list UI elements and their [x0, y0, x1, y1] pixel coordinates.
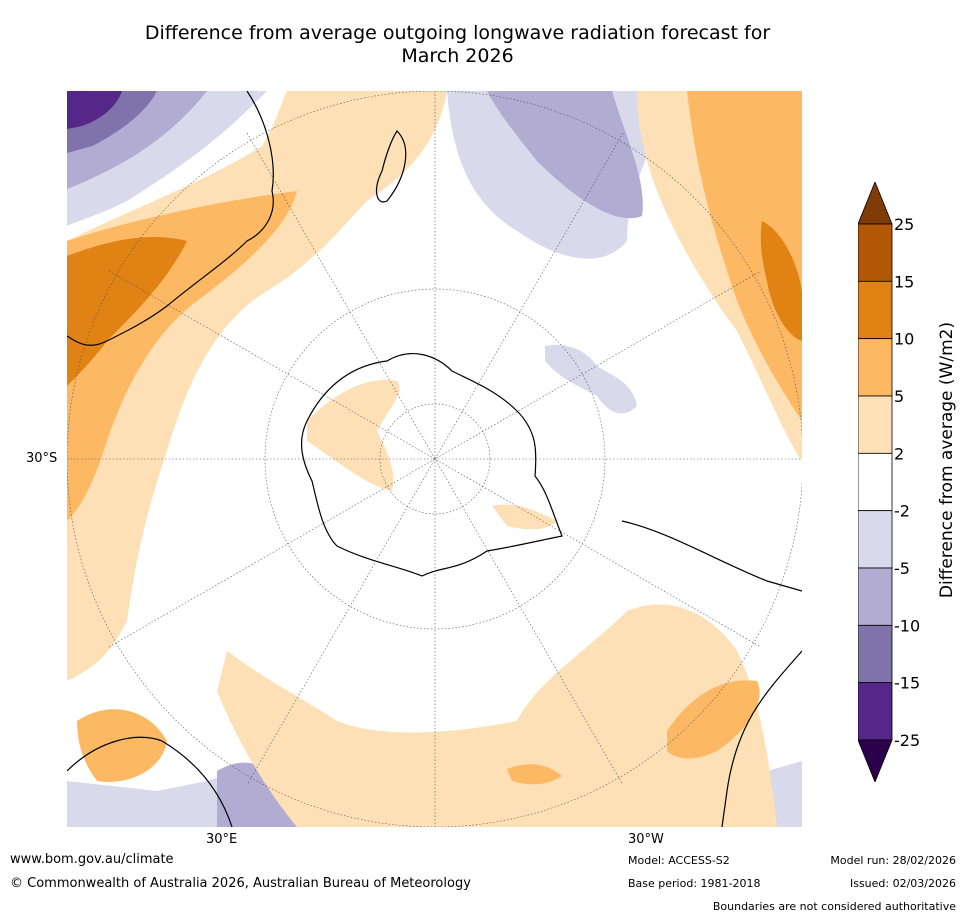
colorbar-band	[858, 682, 893, 741]
footer-disclaimer: Boundaries are not considered authoritat…	[712, 900, 956, 913]
colorbar-band	[858, 567, 893, 626]
colorbar-tick-label: 5	[894, 387, 904, 406]
colorbar-band	[858, 510, 893, 569]
footer-url: www.bom.gov.au/climate	[10, 852, 174, 867]
continent-outlines	[67, 91, 802, 827]
graticule	[67, 91, 802, 827]
orange-region-dark-right	[760, 221, 802, 341]
lon-label-30e: 30°E	[206, 832, 238, 847]
footer-model: Model: ACCESS-S2	[628, 854, 730, 867]
orange-region-mid-bottom-center	[507, 764, 562, 785]
orange-region-mid-right	[687, 91, 802, 421]
colorbar-band	[858, 395, 893, 454]
footer-base-period: Base period: 1981-2018	[628, 877, 761, 890]
colorbar-band	[858, 452, 893, 512]
colorbar-tick-label: -15	[894, 674, 920, 693]
south-america-coastline	[621, 520, 802, 827]
footer-issued: Issued: 02/03/2026	[849, 877, 956, 890]
map-title: Difference from average outgoing longwav…	[60, 22, 855, 68]
antarctica-outline	[301, 352, 563, 577]
colorbar-tick-label: 2	[894, 444, 904, 463]
purple-region-center-right	[545, 344, 637, 414]
colorbar-bottom-triangle	[858, 739, 893, 782]
lat-label-30s: 30°S	[26, 451, 58, 466]
colorbar-band	[858, 338, 893, 397]
australia-coastline	[67, 736, 233, 827]
colorbar-top-triangle	[858, 182, 893, 225]
footer-copyright: © Commonwealth of Australia 2026, Austra…	[10, 876, 471, 891]
madagascar-coastline	[375, 130, 407, 203]
colorbar-tick-label: -2	[894, 502, 910, 521]
africa-coastline	[67, 91, 274, 346]
colorbar-band	[858, 280, 893, 340]
colorbar-bands	[858, 223, 893, 741]
orange-region-dark-left	[67, 236, 187, 386]
purple-region-top-left-core	[67, 91, 122, 129]
colorbar-tick-label: 25	[894, 215, 914, 234]
footer-model-run: Model run: 28/02/2026	[830, 854, 956, 867]
orange-region-light-bottom	[217, 604, 777, 827]
colorbar-band	[858, 223, 893, 282]
colorbar-tick-label: 10	[894, 330, 914, 349]
orange-region-light-antarctic-west	[307, 380, 400, 491]
colorbar-label: Difference from average (W/m2)	[922, 280, 965, 640]
colorbar-ticks: 25 15 10 5 2 -2 -5 -10 -15 -25	[894, 215, 920, 750]
colorbar-label-text: Difference from average (W/m2)	[937, 321, 957, 599]
map-title-line2: March 2026	[401, 45, 514, 67]
colorbar-tick-label: -5	[894, 559, 910, 578]
map-title-line1: Difference from average outgoing longwav…	[144, 22, 771, 44]
lon-label-30w: 30°W	[628, 832, 664, 847]
colorbar-tick-label: -25	[894, 731, 920, 750]
colorbar: 25 15 10 5 2 -2 -5 -10 -15 -25	[858, 182, 920, 782]
map-canvas	[67, 91, 802, 827]
orange-region-light-peninsula	[492, 504, 557, 530]
colorbar-tick-label: 15	[894, 272, 914, 291]
purple-region-top-center-mid	[487, 91, 643, 219]
colorbar-band	[858, 624, 893, 684]
orange-region-mid-bottom-right	[667, 680, 760, 759]
orange-region-mid-bottom-left	[77, 709, 167, 782]
positive-anomaly-regions	[67, 91, 802, 827]
colorbar-tick-label: -10	[894, 616, 920, 635]
